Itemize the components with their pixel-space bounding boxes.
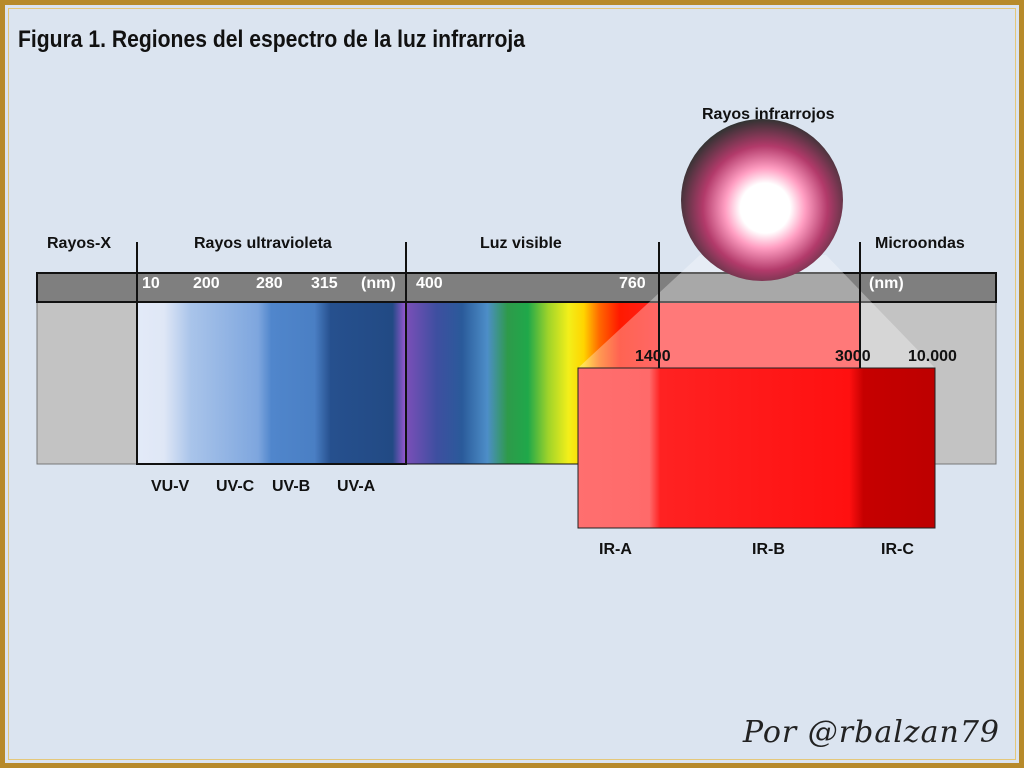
unit-nm-right: (nm) xyxy=(869,275,904,292)
label-uv: Rayos ultravioleta xyxy=(194,235,332,252)
frame-inner-border xyxy=(8,8,1016,760)
band-label-uvb: UV-B xyxy=(272,478,311,495)
figure-title: Figura 1. Regiones del espectro de la lu… xyxy=(18,26,526,53)
label-infrared: Rayos infrarrojos xyxy=(702,106,835,123)
band-label-irc: IR-C xyxy=(881,541,914,558)
wavelength-10: 10 xyxy=(142,275,160,292)
ir-band-top xyxy=(660,302,860,368)
magnifier-beam xyxy=(578,255,935,368)
band-label-vuv: VU-V xyxy=(151,478,190,495)
uv-band xyxy=(136,301,407,465)
band-label-irb: IR-B xyxy=(752,541,785,558)
wavelength-10000: 10.000 xyxy=(908,348,957,365)
wavelength-200: 200 xyxy=(193,275,220,292)
wavelength-280: 280 xyxy=(256,275,283,292)
wavelength-315: 315 xyxy=(311,275,338,292)
wavelength-3000: 3000 xyxy=(835,348,871,365)
label-visible: Luz visible xyxy=(480,235,562,252)
unit-nm-left: (nm) xyxy=(361,275,396,292)
author-signature: Por @rbalzan79 xyxy=(742,715,1000,750)
wavelength-1400: 1400 xyxy=(635,348,671,365)
infrared-ball xyxy=(681,119,843,281)
wavelength-760: 760 xyxy=(619,275,646,292)
band-label-ira: IR-A xyxy=(599,541,632,558)
label-xray: Rayos-X xyxy=(47,235,112,252)
label-microwave: Microondas xyxy=(875,235,965,252)
ir-expanded-box xyxy=(577,367,936,529)
wavelength-400: 400 xyxy=(416,275,443,292)
xray-band xyxy=(36,301,138,465)
band-label-uva: UV-A xyxy=(337,478,376,495)
band-label-uvc: UV-C xyxy=(216,478,255,495)
wavelength-strip xyxy=(36,272,997,303)
